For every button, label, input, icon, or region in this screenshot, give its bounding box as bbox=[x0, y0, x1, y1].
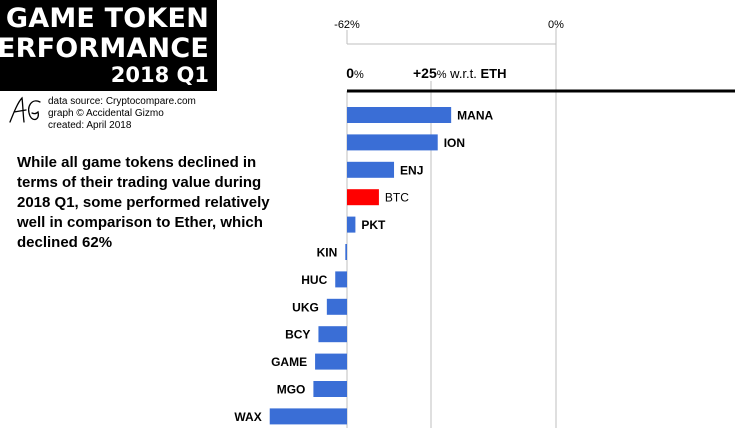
source-credits: data source: Cryptocompare.com graph © A… bbox=[48, 96, 196, 132]
top-axis-label-right: 0% bbox=[548, 19, 564, 31]
title-line-1: GAME TOKEN bbox=[5, 3, 209, 34]
zero-label-number: 0 bbox=[346, 65, 354, 81]
bar-label-game: GAME bbox=[271, 355, 307, 369]
title-line-2: PERFORMANCE bbox=[0, 33, 209, 64]
bar-label-huc: HUC bbox=[301, 273, 327, 287]
top-axis-label-left: -62% bbox=[334, 19, 360, 31]
bar-mana bbox=[347, 107, 452, 123]
plus25-pct: % bbox=[437, 69, 447, 81]
bar-enj bbox=[347, 161, 395, 178]
title-box: GAME TOKEN PERFORMANCE 2018 Q1 bbox=[0, 0, 217, 91]
bar-label-ion: ION bbox=[444, 136, 465, 150]
title-period: 2018 Q1 bbox=[110, 63, 209, 87]
data-source-text: data source: Cryptocompare.com bbox=[48, 96, 196, 107]
ag-signature-logo bbox=[9, 96, 41, 123]
plus25-wrt: w.r.t. bbox=[447, 66, 481, 81]
bar-label-ukg: UKG bbox=[292, 300, 319, 314]
bar-kin bbox=[345, 244, 347, 260]
bottom-axis-label-plus25: +25% w.r.t. ETH bbox=[413, 65, 507, 81]
bar-label-mana: MANA bbox=[457, 109, 493, 123]
bar-mgo bbox=[313, 381, 347, 397]
bar-label-pkt: PKT bbox=[361, 218, 386, 232]
bar-label-bcy: BCY bbox=[285, 328, 310, 342]
bar-label-enj: ENJ bbox=[400, 163, 423, 177]
created-date-text: created: April 2018 bbox=[48, 120, 132, 131]
bars-group: MANA ION ENJ BTC PKT KIN HUC UKG BCY GAME MGO WAX bbox=[234, 107, 493, 425]
bar-label-btc: BTC bbox=[385, 191, 409, 205]
graph-credit-text: graph © Accidental Gizmo bbox=[48, 108, 164, 119]
bar-game bbox=[315, 353, 347, 370]
chart-annotation: While all game tokens declined in terms … bbox=[17, 154, 270, 251]
bar-btc bbox=[347, 189, 379, 206]
bar-pkt bbox=[347, 216, 356, 233]
bar-label-mgo: MGO bbox=[277, 383, 306, 397]
bar-ion bbox=[347, 134, 438, 151]
bar-label-kin: KIN bbox=[317, 246, 338, 260]
bar-ukg bbox=[326, 298, 347, 315]
plus25-number: +25 bbox=[413, 65, 437, 81]
plus25-eth: ETH bbox=[481, 66, 507, 81]
zero-label-pct: % bbox=[354, 69, 364, 81]
bar-bcy bbox=[318, 326, 347, 343]
bar-huc bbox=[335, 271, 347, 288]
bottom-axis-label-zero: 0% bbox=[346, 65, 364, 81]
bar-label-wax: WAX bbox=[234, 410, 261, 424]
bar-wax bbox=[269, 408, 347, 425]
